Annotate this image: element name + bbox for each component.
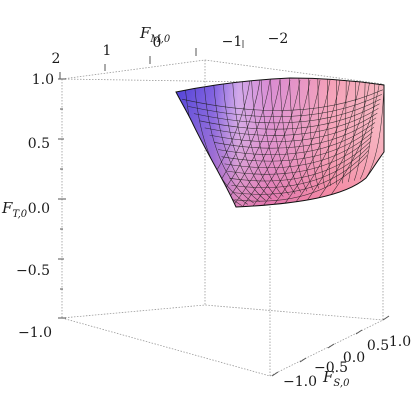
z-tick-label: 1.0 [32,72,54,88]
z-axis-label-main: F [1,199,13,217]
y-tick-label: 0.0 [343,350,365,366]
z-tick-label: 0.5 [28,136,50,152]
surface-shading [176,78,384,207]
x-axis-label: FM,0 [139,24,171,45]
mesh-line-contour [209,112,378,142]
mesh-line-meridian [298,78,314,191]
mesh-line-contour [204,108,379,136]
z-axis-label-sub: T,0 [12,209,27,220]
x-tick-label: −1 [222,34,243,50]
mesh-line-diagonal [239,79,301,207]
mesh-line-diagonal [279,79,341,207]
mesh-line-meridian [348,81,356,183]
x-tick-labels: 2 1 0 −1 −2 [52,31,289,67]
z-tick-labels: 1.0 0.5 0.0 −0.5 −1.0 [16,72,54,341]
z-ticks [58,78,66,319]
mesh-line-diagonal [259,79,321,207]
y-tick-label: 1.0 [389,334,411,350]
mesh-line-meridian [289,78,308,192]
z-tick-label: 0.0 [28,201,50,217]
y-tick-mark [299,357,307,363]
box-bottom-front [61,317,384,377]
surface [175,77,385,208]
mesh-line-diagonal [249,79,311,207]
mesh-line-contour [234,155,368,202]
mesh-line-meridian [365,84,384,179]
y-tick-mark [271,371,279,377]
mesh-line-meridian [260,79,290,196]
x-ticks [59,40,244,79]
mesh-line-contour [182,89,384,111]
y-tick-label: −0.5 [314,360,348,376]
mesh-line-diagonal [299,79,361,207]
mesh-line-diagonal [269,79,331,207]
y-ticks [271,315,390,377]
z-tick-label: −1.0 [18,325,52,341]
mesh-line-contour [199,103,380,130]
z-tick-label: −0.5 [16,263,50,279]
y-axis-label: FS,0 [322,368,350,389]
mesh-line-meridian [251,80,284,197]
mesh-line-meridian [204,86,254,204]
x-tick-label: 1 [103,43,112,59]
mesh-line-contour [229,141,371,182]
x-axis-label-sub: M,0 [149,34,170,45]
mesh-line-diagonal [219,79,281,207]
mesh-line-diagonal [289,79,351,207]
y-tick-mark [355,329,363,335]
x-tick-label: 2 [52,51,61,67]
y-tick-labels: −1.0 −0.5 0.0 0.5 1.0 [283,334,411,390]
y-tick-label: −1.0 [283,374,317,390]
mesh-line-meridian [232,82,272,200]
y-tick-mark [327,343,335,349]
mesh-line-diagonal [229,79,291,207]
surface-outline [175,77,385,208]
y-tick-mark [382,315,390,321]
mesh-line-contour [233,150,369,195]
mesh-line-contour [221,126,375,162]
box-bottom-back [61,304,384,321]
y-axis-label-main: F [322,368,334,386]
x-tick-label: −2 [268,31,289,47]
mesh-line-contour [193,98,381,124]
mesh-line-diagonal [309,79,371,207]
y-tick-label: 0.5 [367,338,389,354]
mesh-line-contour [213,117,377,149]
z-axis-label: FT,0 [1,199,28,220]
x-axis-label-main: F [139,24,151,42]
x-tick-label: 0 [153,35,162,51]
mesh-line-meridian [270,78,296,194]
mesh-line-contour [188,94,382,117]
y-axis-label-sub: S,0 [333,378,350,389]
mesh-line-meridian [317,78,325,188]
mesh-line-contour [224,131,373,168]
mesh-line-meridian [223,83,266,201]
mesh-line-meridian [308,78,319,189]
